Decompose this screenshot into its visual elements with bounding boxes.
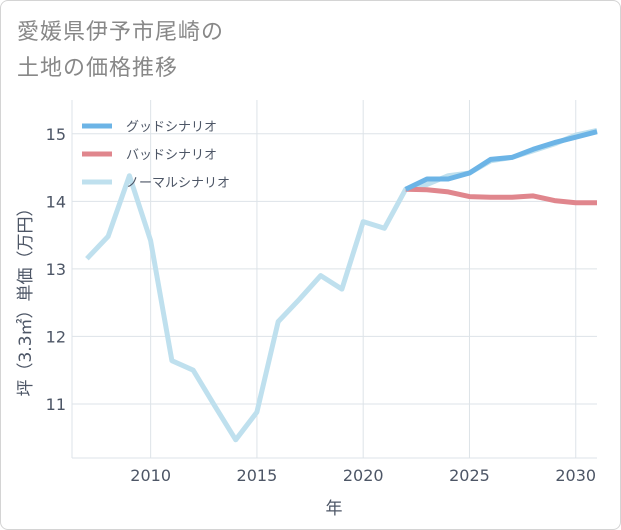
y-tick-label: 12 (46, 327, 66, 346)
x-tick-label: 2025 (449, 466, 490, 485)
series-line-good (404, 129, 598, 192)
y-tick-label: 14 (46, 192, 66, 211)
legend-label-bad: バッドシナリオ (126, 148, 217, 163)
tick-labels: 2010 2015 2020 2025 2030 11 12 13 14 15 (46, 125, 596, 485)
x-tick-label: 2010 (130, 466, 171, 485)
legend-label-normal: ノーマルシナリオ (126, 176, 230, 191)
x-tick-label: 2020 (343, 466, 384, 485)
y-axis-label: 坪（3.3㎡）単価（万円） (16, 199, 36, 396)
y-tick-label: 11 (46, 395, 66, 414)
y-tick-label: 13 (46, 260, 66, 279)
chart-title: 愛媛県伊予市尾崎の 土地の価格推移 (17, 15, 224, 87)
y-tick-label: 15 (46, 125, 66, 144)
x-axis-label: 年 (326, 499, 343, 519)
grid (71, 100, 597, 459)
series-lines (85, 127, 598, 443)
chart-title-line-2: 土地の価格推移 (17, 56, 179, 81)
x-tick-label: 2030 (555, 466, 596, 485)
chart-title-line-1: 愛媛県伊予市尾崎の (17, 20, 225, 45)
legend-label-good: グッドシナリオ (126, 120, 217, 135)
x-tick-label: 2015 (237, 466, 278, 485)
series-line-bad (405, 186, 597, 206)
